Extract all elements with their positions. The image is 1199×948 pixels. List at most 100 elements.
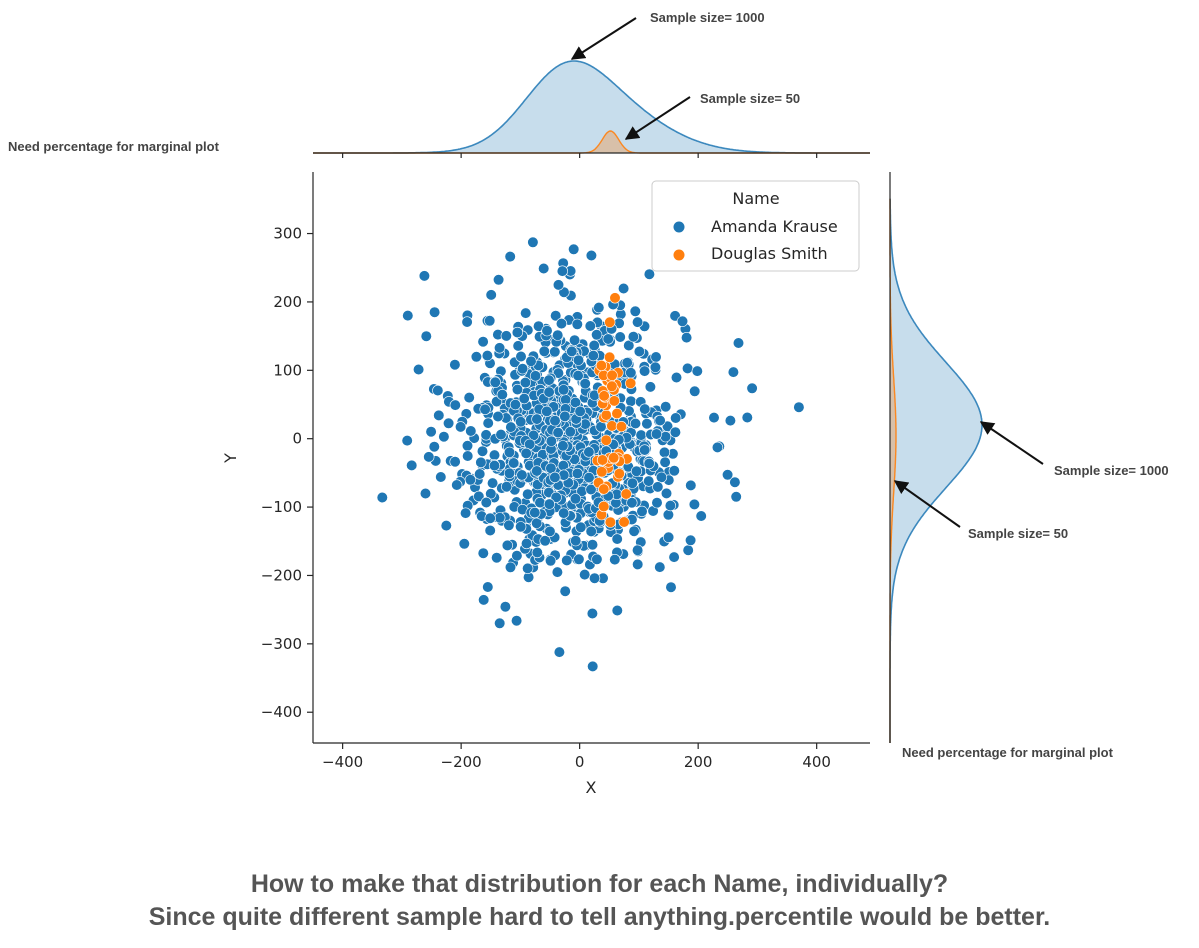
scatter-point-amanda-krause	[474, 468, 486, 480]
scatter-point-amanda-krause	[664, 500, 677, 512]
y-axis-label: Y	[221, 453, 240, 464]
scatter-points	[376, 236, 805, 673]
legend-marker-amanda-krause	[673, 221, 685, 233]
scatter-point-amanda-krause	[561, 554, 573, 567]
scatter-point-amanda-krause	[538, 262, 550, 275]
scatter-point-amanda-krause	[520, 307, 532, 319]
scatter-point-douglas-smith	[608, 395, 620, 407]
scatter-point-amanda-krause	[626, 477, 639, 489]
scatter-point-douglas-smith	[606, 369, 618, 381]
scatter-point-amanda-krause	[639, 444, 651, 456]
scatter-point-amanda-krause	[695, 510, 707, 522]
y-tick-label: −300	[261, 635, 302, 653]
scatter-point-amanda-krause	[484, 512, 496, 524]
scatter-point-amanda-krause	[587, 350, 599, 362]
scatter-point-douglas-smith	[604, 516, 617, 528]
scatter-point-amanda-krause	[504, 251, 516, 263]
scatter-point-amanda-krause	[489, 376, 501, 388]
scatter-point-amanda-krause	[617, 282, 630, 295]
y-tick-label: 0	[292, 430, 302, 448]
scatter-point-amanda-krause	[549, 471, 561, 484]
scatter-point-amanda-krause	[376, 491, 388, 504]
scatter-point-amanda-krause	[531, 517, 543, 529]
note-left: Need percentage for marginal plot	[8, 139, 220, 154]
scatter-point-amanda-krause	[564, 426, 576, 438]
scatter-point-amanda-krause	[543, 498, 556, 510]
arrow-top-small	[624, 96, 691, 140]
scatter-point-amanda-krause	[543, 386, 555, 398]
scatter-point-amanda-krause	[482, 581, 494, 593]
scatter-point-amanda-krause	[539, 535, 551, 547]
scatter-point-amanda-krause	[511, 326, 524, 339]
scatter-point-amanda-krause	[525, 355, 537, 367]
scatter-point-amanda-krause	[480, 496, 492, 509]
scatter-point-amanda-krause	[473, 490, 485, 503]
scatter-point-amanda-krause	[440, 519, 452, 532]
scatter-point-amanda-krause	[680, 332, 693, 344]
scatter-point-amanda-krause	[570, 535, 582, 547]
scatter-point-amanda-krause	[602, 333, 614, 345]
scatter-point-amanda-krause	[550, 491, 562, 504]
scatter-point-amanda-krause	[585, 249, 598, 262]
scatter-point-amanda-krause	[727, 366, 740, 378]
scatter-point-amanda-krause	[559, 410, 571, 423]
scatter-point-amanda-krause	[518, 393, 530, 405]
scatter-point-amanda-krause	[625, 367, 637, 379]
scatter-point-amanda-krause	[550, 310, 562, 322]
scatter-point-amanda-krause	[557, 384, 570, 396]
scatter-point-amanda-krause	[552, 367, 565, 379]
scatter-point-amanda-krause	[650, 428, 663, 440]
scatter-point-amanda-krause	[531, 413, 543, 425]
scatter-point-amanda-krause	[651, 497, 663, 509]
scatter-point-douglas-smith	[596, 466, 608, 478]
scatter-point-amanda-krause	[730, 491, 742, 503]
scatter-point-amanda-krause	[593, 302, 605, 314]
scatter-point-amanda-krause	[475, 456, 487, 469]
scatter-point-amanda-krause	[516, 363, 529, 375]
scatter-point-amanda-krause	[627, 331, 640, 343]
scatter-point-amanda-krause	[711, 441, 724, 454]
scatter-point-amanda-krause	[428, 441, 440, 453]
scatter-point-amanda-krause	[629, 417, 642, 430]
scatter-point-amanda-krause	[552, 279, 565, 291]
scatter-point-amanda-krause	[658, 446, 671, 459]
scatter-point-amanda-krause	[515, 350, 527, 363]
scatter-point-amanda-krause	[491, 552, 503, 564]
scatter-point-amanda-krause	[555, 318, 568, 330]
scatter-point-douglas-smith	[620, 488, 632, 500]
scatter-point-amanda-krause	[423, 451, 435, 463]
scatter-plot: −400 −200 0 200 400 −400 −300 −200 −100 0 100 200 30…	[261, 172, 870, 771]
scatter-point-amanda-krause	[529, 370, 542, 382]
scatter-point-amanda-krause	[504, 561, 517, 573]
y-tick-label: 200	[273, 293, 302, 311]
arrow-top-big	[570, 17, 637, 60]
scatter-point-amanda-krause	[406, 459, 418, 472]
scatter-point-amanda-krause	[559, 585, 571, 597]
x-tick-label: −400	[322, 753, 363, 771]
scatter-point-douglas-smith	[600, 409, 612, 421]
scatter-point-amanda-krause	[668, 551, 680, 563]
scatter-point-amanda-krause	[552, 427, 564, 439]
scatter-point-amanda-krause	[632, 558, 644, 571]
scatter-point-amanda-krause	[591, 553, 603, 565]
scatter-point-amanda-krause	[501, 539, 514, 552]
scatter-point-amanda-krause	[681, 362, 694, 375]
scatter-point-amanda-krause	[544, 525, 556, 538]
scatter-point-douglas-smith	[618, 516, 630, 528]
scatter-point-amanda-krause	[503, 519, 515, 531]
scatter-point-amanda-krause	[585, 483, 597, 496]
scatter-point-amanda-krause	[515, 416, 527, 428]
scatter-point-amanda-krause	[636, 505, 648, 518]
legend-label-amanda-krause: Amanda Krause	[711, 217, 838, 236]
scatter-point-amanda-krause	[519, 377, 532, 389]
scatter-point-amanda-krause	[584, 320, 596, 332]
x-axis-label: X	[586, 778, 597, 797]
scatter-point-amanda-krause	[644, 381, 657, 393]
question-line-2: Since quite different sample hard to tel…	[148, 903, 1051, 931]
scatter-point-amanda-krause	[628, 525, 640, 537]
scatter-point-amanda-krause	[643, 268, 656, 280]
scatter-point-amanda-krause	[586, 539, 599, 551]
scatter-point-amanda-krause	[433, 409, 445, 422]
scatter-point-amanda-krause	[488, 449, 501, 461]
scatter-point-amanda-krause	[665, 581, 677, 593]
